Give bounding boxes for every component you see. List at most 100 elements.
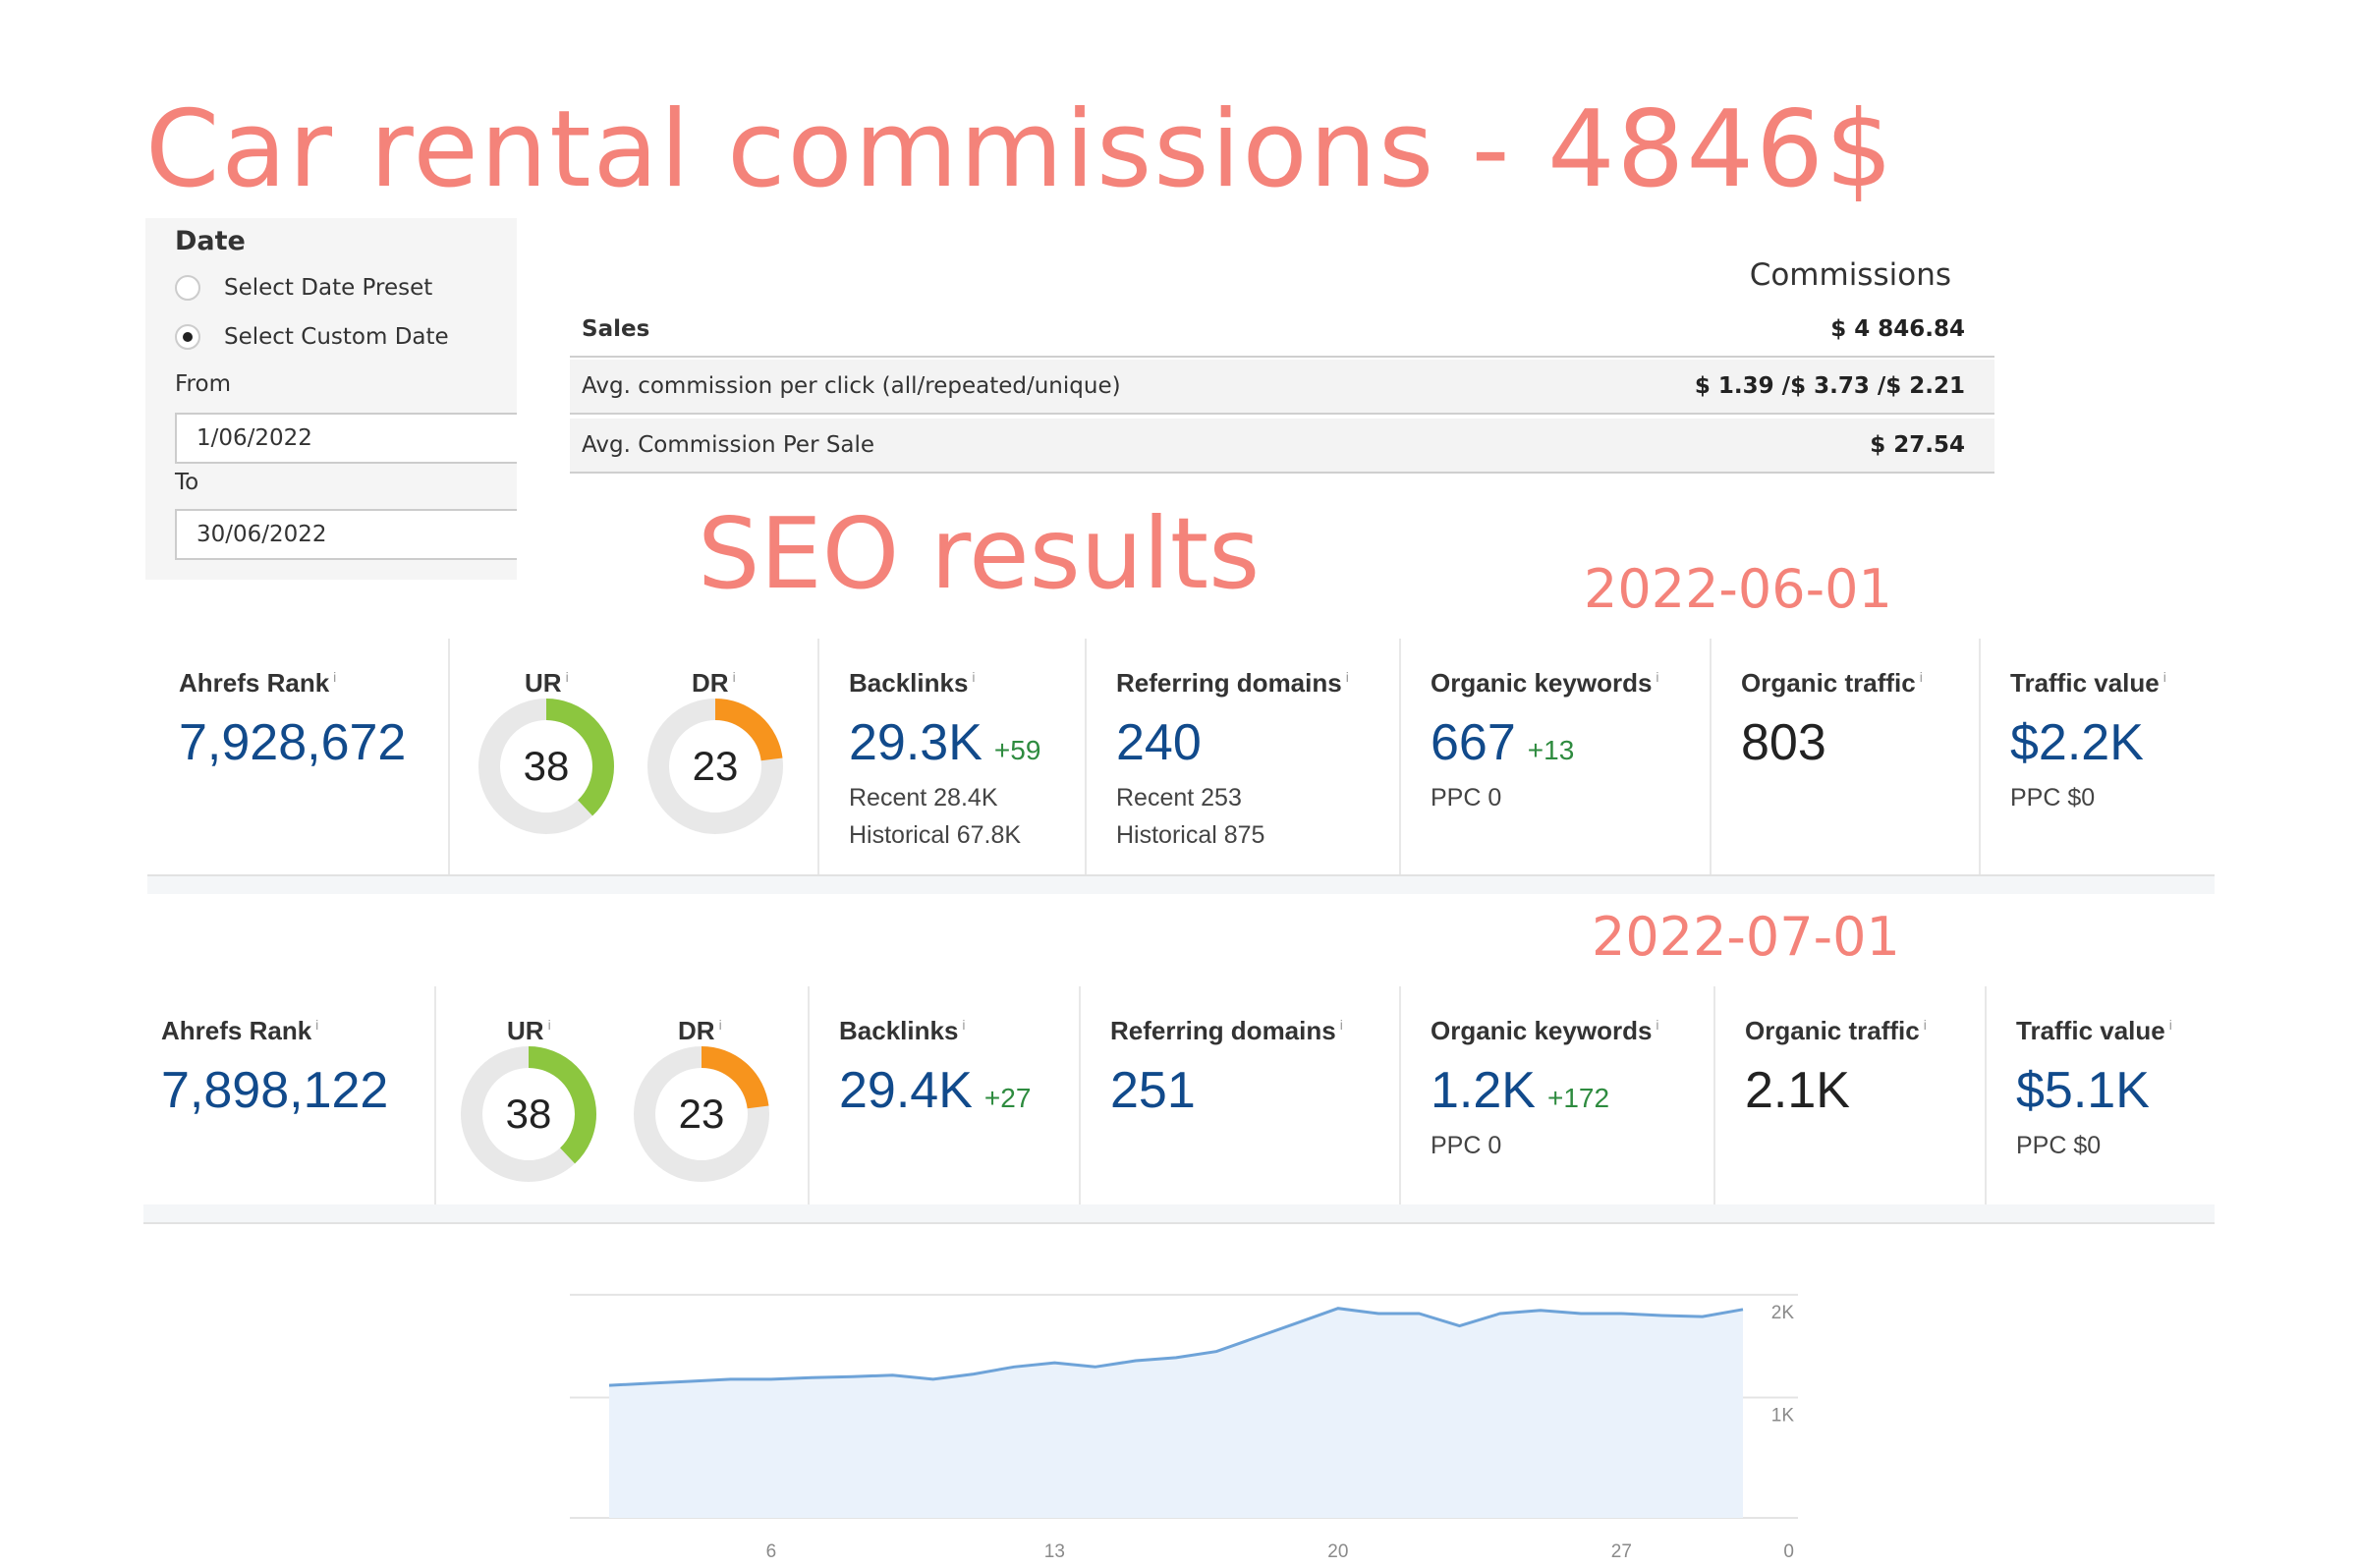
dr-value: 23 (692, 743, 739, 789)
ur-gauge: 38 (474, 694, 619, 839)
info-icon[interactable]: i (1345, 669, 1349, 686)
metric-delta: +13 (1527, 735, 1575, 765)
info-icon[interactable]: i (1923, 1017, 1927, 1034)
metric-label: Traffic value i (2016, 1016, 2172, 1045)
info-icon[interactable]: i (732, 669, 736, 686)
metric-value[interactable]: 7,898,122 (161, 1062, 389, 1119)
dr-gauge-ring (647, 699, 783, 834)
date-preset-radio[interactable] (175, 275, 200, 301)
metric-ahrefs-rank: Ahrefs Rank i 7,928,672 (147, 639, 450, 874)
series-line (608, 1307, 1744, 1387)
metric-label: Organic traffic i (1741, 668, 1923, 698)
dr-gauge: 23 (643, 694, 788, 839)
refdomains-historical[interactable]: Historical 875 (1116, 821, 1265, 849)
metric-label: Ahrefs Rank i (161, 1016, 319, 1045)
metric-referring-domains: Referring domains i 251 (1081, 986, 1401, 1222)
metric-value[interactable]: 251 (1110, 1062, 1196, 1119)
row-label: Sales (582, 316, 650, 342)
metric-value[interactable]: $5.1K (2016, 1062, 2150, 1119)
ur-gauge: 38 (456, 1041, 601, 1187)
info-icon[interactable]: i (565, 669, 569, 686)
metric-value: 803 (1741, 714, 1826, 771)
dr-gauge: 23 (629, 1041, 774, 1187)
metric-label: UR i (507, 1016, 551, 1045)
metric-traffic-value: Traffic value i $2.2K PPC $0 (1981, 639, 2215, 874)
series-area (609, 1308, 1743, 1518)
ur-gauge-ring (478, 699, 614, 834)
metric-label: Backlinks i (849, 668, 976, 698)
from-date-input[interactable]: 1/06/2022 (175, 413, 517, 464)
metric-ahrefs-rank: Ahrefs Rank i 7,898,122 (143, 986, 436, 1222)
backlinks-recent[interactable]: Recent 28.4K (849, 784, 998, 812)
date-filter-panel: Date Select Date Preset Select Custom Da… (145, 218, 517, 580)
metric-value[interactable]: $2.2K (2010, 714, 2144, 771)
metric-value[interactable]: 240 (1116, 714, 1202, 771)
to-date-input[interactable]: 30/06/2022 (175, 509, 517, 560)
info-icon[interactable]: i (333, 669, 337, 686)
metric-label: Referring domains i (1110, 1016, 1343, 1045)
metric-label: Organic keywords i (1431, 668, 1659, 698)
commissions-column-header: Commissions (1749, 257, 1951, 293)
metric-label: Organic traffic i (1745, 1016, 1927, 1045)
info-icon[interactable]: i (1339, 1017, 1343, 1034)
info-icon[interactable]: i (1656, 669, 1659, 686)
table-row: Avg. Commission Per Sale $ 27.54 (570, 419, 1994, 474)
metric-delta: +59 (993, 735, 1041, 765)
x-tick-label: 20 (1327, 1541, 1348, 1562)
metrics-strip-1: Ahrefs Rank i 7,928,672 UR i 38 DR i 23 Bac… (147, 639, 2215, 876)
info-icon[interactable]: i (1919, 669, 1923, 686)
row-label: Avg. commission per click (all/repeated/… (582, 373, 1121, 399)
info-icon[interactable]: i (2168, 1017, 2172, 1034)
chart-svg: 2K 1K 6 13 20 27 0 (570, 1293, 1798, 1562)
info-icon[interactable]: i (962, 1017, 966, 1034)
x-tick-label: 6 (766, 1541, 777, 1562)
date-preset-label[interactable]: Select Date Preset (224, 275, 433, 301)
metric-delta: +27 (983, 1083, 1032, 1113)
to-label: To (175, 470, 199, 495)
metric-label: Traffic value i (2010, 668, 2166, 698)
metric-label: Referring domains i (1116, 668, 1349, 698)
table-row: Avg. commission per click (all/repeated/… (570, 360, 1994, 415)
metric-organic-keywords: Organic keywords i 667 +13 PPC 0 (1401, 639, 1712, 874)
metric-organic-traffic: Organic traffic i 803 (1712, 639, 1981, 874)
ur-value: 38 (505, 1091, 552, 1137)
snapshot-date-1: 2022-06-01 (1584, 558, 1892, 620)
value-ppc: PPC $0 (2016, 1132, 2102, 1159)
dr-gauge-ring (634, 1046, 769, 1182)
metric-delta: +172 (1546, 1083, 1610, 1113)
row-value: $ 27.54 (1870, 432, 1965, 458)
commissions-table: Commissions Sales $ 4 846.84 Avg. commis… (570, 246, 1994, 474)
metric-ur-dr: UR i 38 DR i 23 (450, 639, 819, 874)
info-icon[interactable]: i (2162, 669, 2166, 686)
custom-date-radio[interactable] (175, 324, 200, 350)
metric-label: DR i (678, 1016, 722, 1045)
gauge-arc (461, 1046, 596, 1182)
row-value: $ 4 846.84 (1830, 316, 1965, 342)
y-tick-label: 1K (1771, 1405, 1795, 1426)
x-tick-label: 13 (1044, 1541, 1065, 1562)
info-icon[interactable]: i (1656, 1017, 1659, 1034)
table-row: Sales $ 4 846.84 (570, 303, 1994, 358)
date-filter-heading: Date (175, 226, 246, 256)
info-icon[interactable]: i (972, 669, 976, 686)
value-ppc: PPC $0 (2010, 784, 2096, 812)
metric-label: Organic keywords i (1431, 1016, 1659, 1045)
metric-value: 29.3K +59 (849, 714, 1041, 771)
from-label: From (175, 371, 231, 397)
ur-value: 38 (523, 743, 570, 789)
row-label: Avg. Commission Per Sale (582, 432, 875, 458)
info-icon[interactable]: i (547, 1017, 551, 1034)
metric-organic-keywords: Organic keywords i 1.2K +172 PPC 0 (1401, 986, 1715, 1222)
metric-value[interactable]: 7,928,672 (179, 714, 407, 771)
info-icon[interactable]: i (315, 1017, 319, 1034)
dr-value: 23 (678, 1091, 725, 1137)
keywords-ppc: PPC 0 (1431, 1132, 1502, 1159)
info-icon[interactable]: i (718, 1017, 722, 1034)
refdomains-recent[interactable]: Recent 253 (1116, 784, 1242, 812)
custom-date-label[interactable]: Select Custom Date (224, 324, 449, 350)
organic-traffic-chart: 2K 1K 6 13 20 27 0 (570, 1282, 1827, 1563)
metrics-strip-2: Ahrefs Rank i 7,898,122 UR i 38 DR i 23 Bac… (143, 986, 2215, 1224)
metric-traffic-value: Traffic value i $5.1K PPC $0 (1987, 986, 2215, 1222)
metric-value: 1.2K +172 (1431, 1062, 1610, 1119)
backlinks-historical[interactable]: Historical 67.8K (849, 821, 1022, 849)
